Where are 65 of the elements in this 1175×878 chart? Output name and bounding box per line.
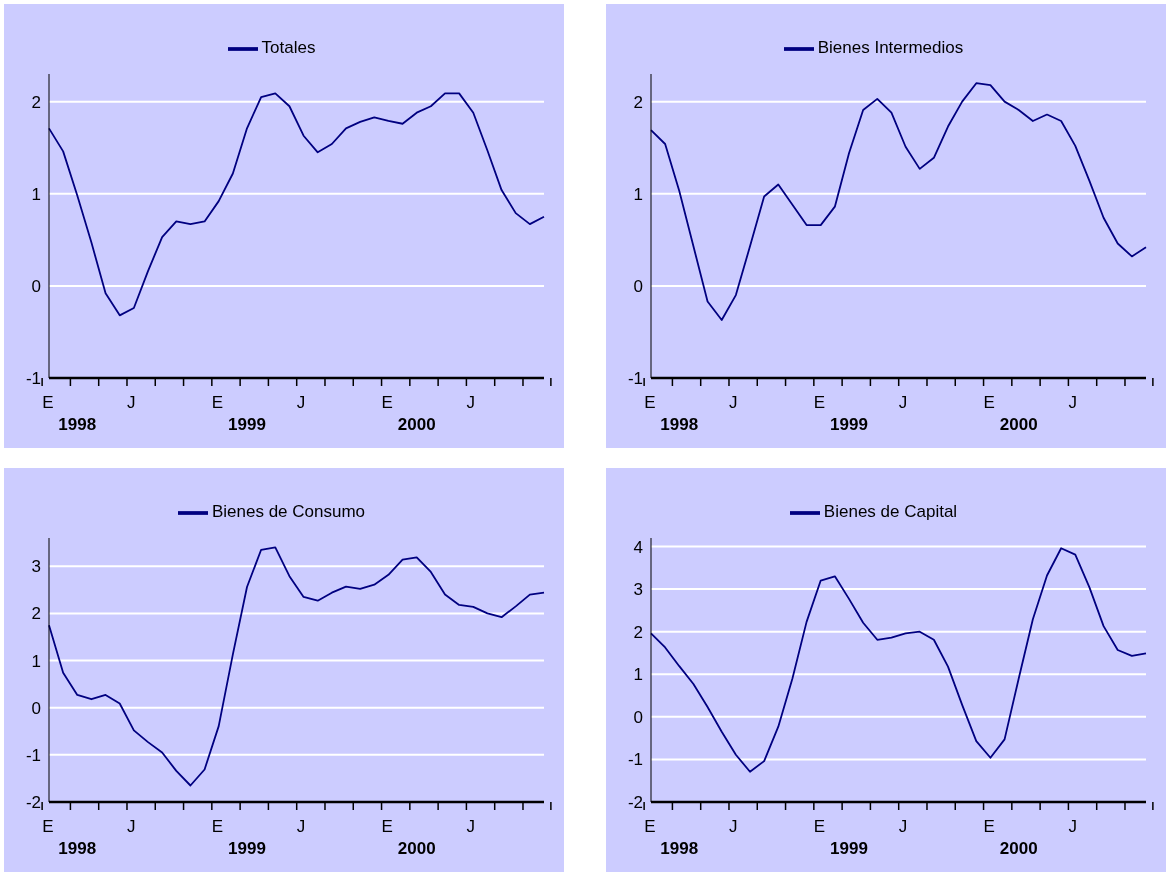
x-tick-label: E bbox=[381, 393, 393, 412]
x-tick-label: J bbox=[1068, 393, 1077, 412]
x-tick-label: E bbox=[644, 393, 656, 412]
x-tick-label: J bbox=[466, 817, 475, 836]
text: 1999 bbox=[830, 839, 868, 858]
x-tick-label: J bbox=[126, 817, 136, 836]
x-tick-label: J bbox=[126, 393, 136, 412]
y-tick-label: -2 bbox=[627, 793, 643, 813]
line-series bbox=[48, 92, 545, 317]
x-tick-label: E bbox=[983, 393, 995, 412]
text: 1999 bbox=[228, 839, 266, 858]
y-tick-label: 0 bbox=[633, 707, 643, 727]
x-tick-label: J bbox=[898, 393, 908, 412]
x-tick-label: E bbox=[813, 393, 826, 412]
legend-label: Bienes de Consumo bbox=[211, 502, 366, 522]
y-tick-label: 0 bbox=[31, 698, 41, 718]
y-tick-label: 0 bbox=[31, 276, 41, 296]
x-tick-label: E bbox=[211, 817, 224, 836]
x-tick-label: E bbox=[211, 393, 224, 412]
x-tick-label: E bbox=[813, 817, 826, 836]
legend-label: Bienes de Capital bbox=[823, 502, 958, 522]
line-series bbox=[650, 82, 1147, 321]
text: 1999 bbox=[830, 415, 868, 434]
x-tick-label: E bbox=[644, 817, 656, 836]
text: 2000 bbox=[397, 415, 436, 434]
y-tick-label: 2 bbox=[31, 604, 41, 624]
y-tick-label: -1 bbox=[25, 745, 41, 765]
text: 1998 bbox=[660, 839, 699, 858]
x-tick-label: E bbox=[983, 817, 995, 836]
x-tick-label: J bbox=[466, 393, 475, 412]
x-tick-label: E bbox=[381, 817, 393, 836]
text: 1999 bbox=[228, 415, 266, 434]
y-tick-label: 4 bbox=[633, 537, 643, 557]
x-tick-label: J bbox=[898, 817, 908, 836]
text: 2000 bbox=[397, 839, 436, 858]
y-tick-label: 2 bbox=[31, 92, 41, 112]
x-tick-label: J bbox=[296, 393, 306, 412]
x-tick-label: E bbox=[42, 817, 54, 836]
y-tick-label: -1 bbox=[25, 369, 41, 389]
x-tick-label: J bbox=[728, 817, 738, 836]
y-tick-label: -1 bbox=[627, 369, 643, 389]
x-tick-label: J bbox=[1068, 817, 1077, 836]
y-tick-label: 1 bbox=[31, 651, 41, 671]
x-tick-label: E bbox=[42, 393, 54, 412]
x-tick-label: J bbox=[728, 393, 738, 412]
text: 1998 bbox=[58, 839, 97, 858]
y-tick-label: 3 bbox=[633, 580, 643, 600]
y-tick-label: 2 bbox=[633, 622, 643, 642]
text: 1998 bbox=[58, 415, 97, 434]
legend-label: Bienes Intermedios bbox=[817, 38, 964, 58]
line-series bbox=[650, 547, 1147, 773]
y-tick-label: 1 bbox=[633, 665, 643, 685]
y-tick-label: -1 bbox=[627, 750, 643, 770]
line-series bbox=[48, 546, 545, 787]
y-tick-label: 1 bbox=[633, 184, 643, 204]
y-tick-label: 3 bbox=[31, 557, 41, 577]
legend-label: Totales bbox=[261, 38, 316, 58]
y-tick-label: -2 bbox=[25, 793, 41, 813]
y-tick-label: 1 bbox=[31, 184, 41, 204]
y-tick-label: 2 bbox=[633, 92, 643, 112]
y-tick-label: 0 bbox=[633, 276, 643, 296]
text: 1998 bbox=[660, 415, 699, 434]
text: 2000 bbox=[999, 839, 1038, 858]
text: 2000 bbox=[999, 415, 1038, 434]
x-tick-label: J bbox=[296, 817, 306, 836]
